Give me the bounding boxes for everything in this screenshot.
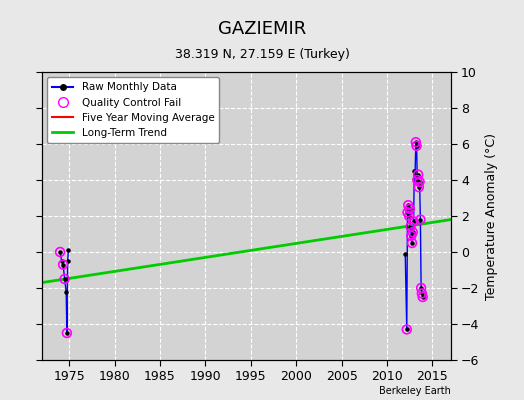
Point [414,171,422,178]
Point [412,143,421,149]
Point [405,213,413,219]
Point [407,233,416,239]
Point [402,326,411,333]
Point [401,250,409,257]
Point [60,276,69,282]
Y-axis label: Temperature Anomaly (°C): Temperature Anomaly (°C) [485,132,498,300]
Point [406,206,414,212]
Point [402,326,411,333]
Point [412,139,420,145]
Point [56,249,64,255]
Point [56,249,64,255]
Point [409,218,418,225]
Point [405,213,413,219]
Point [417,285,425,291]
Point [418,290,426,297]
Point [416,216,424,223]
Point [59,262,67,268]
Point [414,184,423,190]
Point [414,184,423,190]
Point [408,240,416,246]
Text: GAZIEMIR: GAZIEMIR [218,20,306,38]
Point [416,178,424,185]
Point [403,209,412,216]
Legend: Raw Monthly Data, Quality Control Fail, Five Year Moving Average, Long-Term Tren: Raw Monthly Data, Quality Control Fail, … [47,77,220,143]
Point [409,229,417,235]
Point [58,258,66,264]
Point [410,168,419,174]
Point [63,330,71,336]
Point [64,247,73,254]
Point [412,139,420,145]
Point [406,206,414,212]
Point [416,216,424,223]
Point [63,258,72,264]
Point [59,262,67,268]
Point [404,202,412,208]
Point [62,288,70,295]
Point [418,290,426,297]
Point [407,233,416,239]
Point [419,294,427,300]
Point [412,143,421,149]
Point [63,330,71,336]
Point [417,285,425,291]
Point [411,171,419,178]
Text: Berkeley Earth: Berkeley Earth [379,386,451,396]
Point [419,294,427,300]
Point [403,209,412,216]
Point [60,276,69,282]
Point [414,171,422,178]
Point [409,218,418,225]
Point [406,224,414,230]
Point [413,177,421,183]
Point [404,202,412,208]
Point [413,177,421,183]
Point [409,229,417,235]
Point [416,178,424,185]
Text: 38.319 N, 27.159 E (Turkey): 38.319 N, 27.159 E (Turkey) [174,48,350,61]
Point [408,240,416,246]
Point [406,224,414,230]
